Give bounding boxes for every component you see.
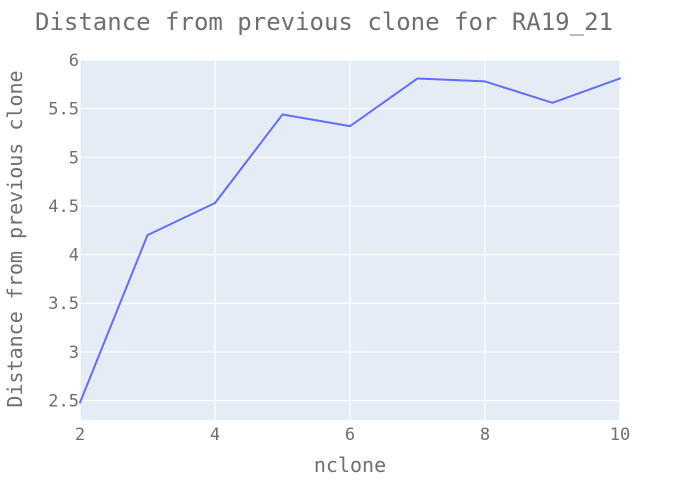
tick-labels: 2 4 6 8 10 2.5 3 3.5 4 4.5 5 5.5 6: [48, 51, 630, 445]
data-point-5: [281, 113, 284, 116]
y-tick-label-4: 4: [69, 246, 79, 266]
grid-lines: [79, 59, 621, 420]
y-tick-label-5-5: 5.5: [48, 100, 79, 120]
y-axis-title: Distance from previous clone: [3, 70, 27, 407]
x-tick-label-8: 8: [480, 425, 490, 445]
y-tick-label-4-5: 4.5: [48, 197, 79, 217]
y-tick-label-6: 6: [69, 51, 79, 71]
x-tick-label-10: 10: [610, 425, 630, 445]
series-layer: [79, 77, 621, 404]
data-point-9: [551, 102, 554, 104]
chart-title: Distance from previous clone for RA19_21: [35, 8, 613, 36]
data-point-2: [79, 401, 81, 404]
x-tick-label-2: 2: [75, 425, 85, 445]
x-tick-label-6: 6: [345, 425, 355, 445]
data-point-7: [416, 77, 419, 80]
data-point-4: [214, 202, 216, 204]
y-tick-label-2-5: 2.5: [48, 392, 79, 412]
y-tick-label-5: 5: [69, 148, 79, 168]
x-tick-label-4: 4: [210, 425, 220, 445]
data-point-3: [146, 234, 149, 236]
x-axis-title: nclone: [314, 453, 386, 477]
data-point-8: [484, 80, 486, 83]
data-point-6: [349, 125, 351, 127]
data-point-10: [619, 77, 621, 80]
y-tick-label-3: 3: [69, 343, 79, 363]
y-tick-label-3-5: 3.5: [48, 294, 79, 314]
